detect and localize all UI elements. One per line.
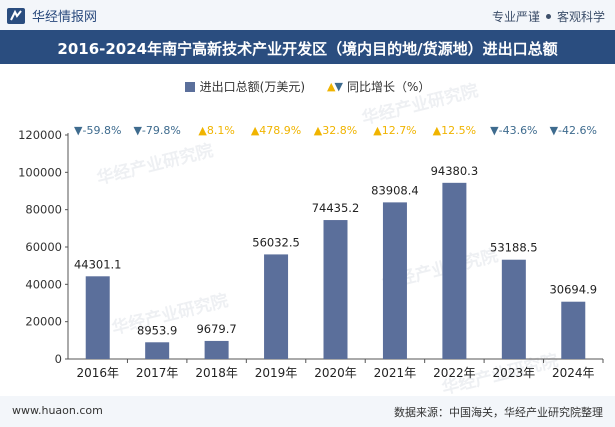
huajing-logo-icon: [7, 7, 25, 24]
x-tick-label: 2017年: [136, 366, 179, 380]
x-tick-label: 2022年: [433, 366, 476, 380]
bar-swatch-icon: [184, 81, 195, 92]
data-source: 数据来源：中国海关，华经产业研究院整理: [394, 406, 603, 419]
tagline: 专业严谨 客观科学: [492, 8, 605, 25]
bar: [264, 254, 289, 359]
footer: www.huaon.com 数据来源：中国海关，华经产业研究院整理: [0, 396, 615, 427]
x-tick-label: 2019年: [255, 366, 298, 380]
bar: [561, 301, 586, 359]
top-bar: 华经情报网 专业严谨 客观科学: [0, 0, 615, 30]
separator-dot-icon: [545, 14, 551, 19]
bar-value-label: 83908.4: [371, 183, 419, 197]
bar: [145, 342, 170, 359]
legend-item-growth[interactable]: ▲▼ 同比增长（%）: [327, 78, 430, 95]
bar-value-label: 56032.5: [252, 235, 300, 249]
bar-value-label: 44301.1: [74, 257, 122, 271]
bar-value-label: 74435.2: [312, 201, 360, 215]
x-tick-label: 2016年: [76, 366, 119, 380]
tagline-left: 专业严谨: [491, 10, 540, 24]
y-tick-label: 20000: [25, 315, 62, 329]
x-tick-label: 2020年: [314, 366, 357, 380]
y-tick-label: 120000: [18, 128, 62, 142]
chart-legend: 进出口总额(万美元) ▲▼ 同比增长（%）: [0, 78, 615, 95]
growth-label: ▲8.1%: [198, 124, 234, 137]
x-tick-label: 2018年: [195, 366, 238, 380]
chart-title: 2016-2024年南宁高新技术产业开发区（境内目的地/货源地）进出口总额: [57, 40, 558, 58]
growth-label: ▲478.9%: [251, 124, 301, 137]
growth-label: ▲12.7%: [373, 124, 416, 137]
legend-item-bars[interactable]: 进出口总额(万美元): [184, 78, 306, 95]
y-tick-label: 40000: [25, 277, 62, 291]
bar-value-label: 53188.5: [490, 241, 538, 255]
tagline-right: 客观科学: [556, 10, 605, 24]
bar-chart: 0 20000 40000 60000 80000 100000 120000 44301.1…: [18, 124, 604, 380]
bar-value-label: 94380.3: [431, 164, 479, 178]
growth-label: ▼-43.6%: [490, 124, 537, 137]
growth-label: ▼-59.8%: [74, 124, 121, 137]
bar-value-label: 30694.9: [549, 283, 597, 297]
y-tick-label: 100000: [18, 165, 62, 179]
title-bar: 2016-2024年南宁高新技术产业开发区（境内目的地/货源地）进出口总额: [0, 30, 615, 64]
bar-value-label: 9679.7: [196, 322, 236, 336]
bar: [85, 276, 110, 359]
bar: [204, 340, 229, 359]
growth-label: ▲32.8%: [314, 124, 357, 137]
x-tick-label: 2021年: [374, 366, 417, 380]
brand-name: 华经情报网: [32, 10, 98, 25]
brand[interactable]: 华经情报网: [6, 6, 97, 25]
bar: [323, 220, 348, 359]
bar-value-label: 8953.9: [137, 323, 177, 337]
x-tick-label: 2023年: [493, 366, 536, 380]
y-tick-label: 0: [55, 352, 62, 366]
growth-label: ▼-79.8%: [133, 124, 180, 137]
x-tick-label: 2024年: [552, 366, 595, 380]
legend-bar-label: 进出口总额(万美元): [199, 80, 306, 94]
growth-label: ▼-42.6%: [550, 124, 597, 137]
site-url[interactable]: www.huaon.com: [12, 404, 103, 417]
y-tick-label: 80000: [25, 203, 62, 217]
growth-label: ▲12.5%: [433, 124, 476, 137]
bar: [382, 202, 407, 359]
legend-growth-label: 同比增长（%）: [346, 80, 431, 94]
bar: [501, 259, 526, 359]
up-down-triangle-icon: ▲▼: [327, 80, 343, 93]
bar: [442, 182, 467, 359]
y-tick-label: 60000: [25, 240, 62, 254]
